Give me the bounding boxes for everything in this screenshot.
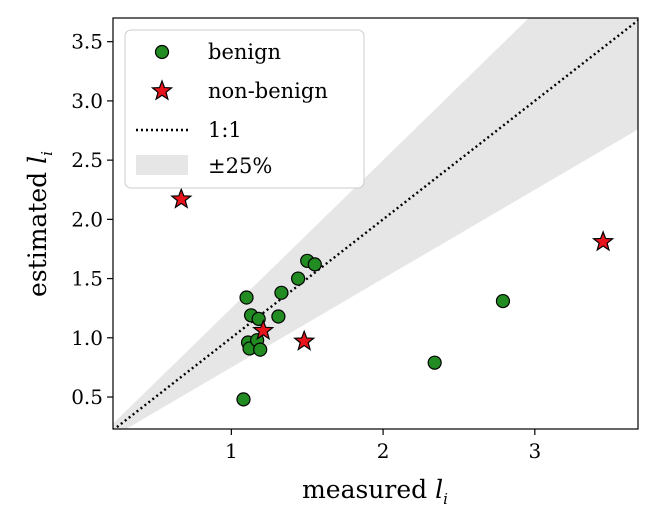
y-tick-label: 0.5 (71, 385, 103, 409)
benign-point (251, 311, 266, 326)
y-tick-label: 3.0 (71, 89, 103, 113)
legend-box (124, 29, 365, 189)
non-benign-point (170, 187, 193, 209)
legend-band-swatch (136, 155, 188, 175)
benign-point (274, 285, 289, 300)
tolerance-band-layer (113, 18, 638, 429)
x-tick-label: 3 (528, 439, 541, 463)
points-layer (170, 187, 615, 407)
benign-point (427, 355, 442, 370)
non-benign-point (591, 230, 615, 252)
benign-point (239, 290, 254, 305)
legend-benign-label: benign (208, 40, 281, 64)
benign-point (236, 392, 251, 407)
reference-line-1-1 (113, 18, 638, 429)
x-axis-title: measured li (302, 475, 448, 508)
benign-point (291, 271, 306, 286)
y-tick-label: 2.0 (71, 207, 103, 231)
tolerance-band (113, 18, 638, 429)
non-benign-point (293, 329, 316, 351)
legend-reference-line-label: 1:1 (208, 118, 242, 142)
benign-point (495, 293, 511, 309)
legend-non-benign-label: non-benign (208, 79, 328, 103)
x-tick-label: 1 (225, 439, 238, 463)
benign-point (253, 342, 268, 357)
non-benign-point (252, 318, 275, 341)
legend-benign-marker (154, 44, 170, 60)
y-tick-label: 3.5 (71, 30, 103, 54)
y-axis-ticks: 0.5 1.0 1.5 2.0 2.5 3.0 3.5 (71, 30, 113, 409)
y-tick-label: 1.5 (71, 267, 103, 291)
x-tick-label: 2 (377, 439, 390, 463)
legend-non-benign-marker (150, 79, 174, 101)
reference-line-layer (113, 18, 638, 429)
y-axis-title: estimated li (23, 151, 56, 297)
y-tick-label: 2.5 (71, 148, 103, 172)
plot-frame (112, 17, 639, 430)
benign-point (307, 257, 322, 272)
legend-band-label: ±25% (208, 154, 272, 178)
y-tick-label: 1.0 (71, 326, 103, 350)
legend: benign non-benign 1:1 ±25% (124, 29, 365, 189)
benign-point (271, 309, 286, 324)
x-axis-ticks: 1 2 3 (225, 429, 541, 463)
